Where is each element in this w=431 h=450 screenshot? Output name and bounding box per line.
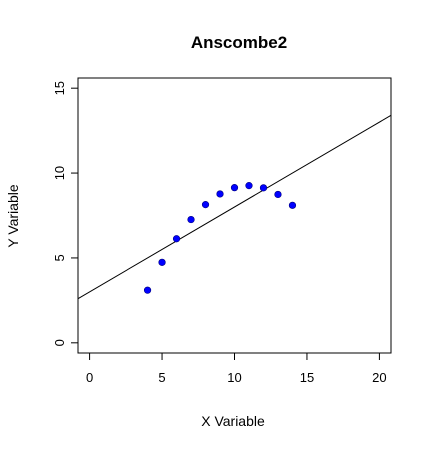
- plot-frame: [77, 77, 392, 354]
- x-tick-label: 5: [158, 370, 165, 385]
- data-point: [158, 258, 166, 266]
- y-axis-label: Y Variable: [5, 184, 21, 248]
- y-tick-label: 15: [52, 81, 67, 95]
- data-point: [143, 286, 152, 294]
- data-point: [187, 215, 195, 224]
- regression-line-group: [77, 114, 392, 300]
- x-tick-label: 15: [300, 370, 314, 385]
- data-point: [230, 184, 239, 192]
- data-points: [143, 182, 297, 294]
- x-tick-label: 10: [227, 370, 241, 385]
- data-point: [288, 201, 297, 209]
- chart-title: Anscombe2: [191, 33, 287, 52]
- data-point: [216, 190, 224, 198]
- x-tick-label: 0: [86, 370, 93, 385]
- axis-ticks: 0 5 10 15 20 0 5 10 15: [52, 81, 387, 385]
- y-tick-label: 5: [52, 254, 67, 261]
- y-tick-label: 10: [52, 166, 67, 180]
- x-tick-label: 20: [372, 370, 386, 385]
- data-point: [201, 201, 210, 209]
- data-point: [274, 190, 282, 199]
- y-tick-label: 0: [52, 339, 67, 346]
- data-point: [245, 182, 253, 190]
- data-point: [172, 235, 181, 243]
- x-axis-label: X Variable: [201, 413, 265, 429]
- regression-line: [77, 114, 392, 300]
- data-point: [259, 184, 268, 192]
